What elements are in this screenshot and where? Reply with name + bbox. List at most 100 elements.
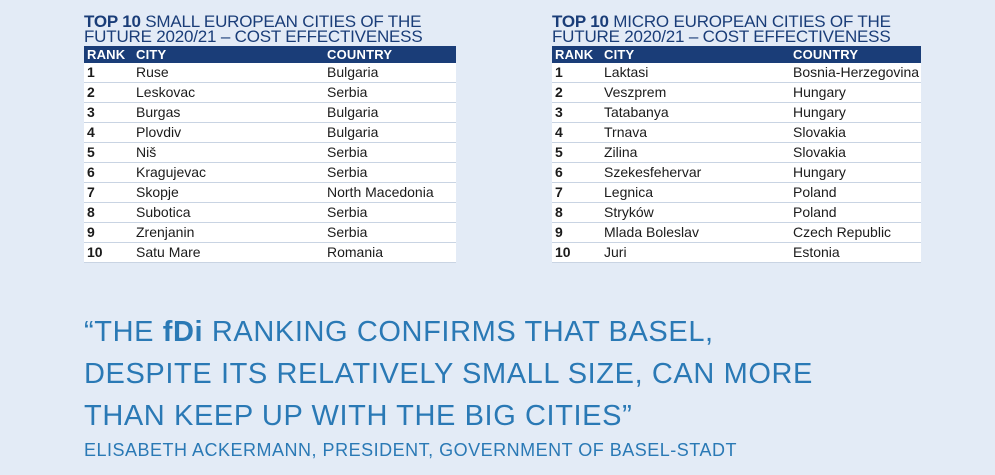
rank-cell: 6	[552, 162, 601, 183]
country-header: COUNTRY	[324, 46, 456, 63]
city-cell: Satu Mare	[133, 242, 324, 263]
rank-cell: 10	[552, 242, 601, 263]
country-cell: Serbia	[324, 142, 456, 163]
city-cell: Mlada Boleslav	[601, 222, 790, 243]
city-cell: Laktasi	[601, 63, 790, 83]
title-tag: TOP 10	[84, 12, 141, 31]
table-header-row: RANK CITY COUNTRY	[84, 46, 456, 63]
table-row: 10 Juri Estonia	[552, 242, 921, 263]
rank-cell: 5	[552, 142, 601, 163]
table-title: TOP 10 SMALL EUROPEAN CITIES OF THE FUTU…	[84, 12, 456, 46]
rank-cell: 3	[84, 102, 133, 123]
rank-cell: 1	[84, 63, 133, 83]
table-row: 8 Stryków Poland	[552, 202, 921, 223]
city-cell: Zrenjanin	[133, 222, 324, 243]
table-row: 9 Zrenjanin Serbia	[84, 222, 456, 243]
rank-cell: 6	[84, 162, 133, 183]
country-cell: Serbia	[324, 162, 456, 183]
country-header: COUNTRY	[790, 46, 921, 63]
city-cell: Niš	[133, 142, 324, 163]
city-header: CITY	[133, 46, 324, 63]
city-cell: Stryków	[601, 202, 790, 223]
rank-cell: 4	[84, 122, 133, 143]
city-cell: Juri	[601, 242, 790, 263]
quote-attribution: ELISABETH ACKERMANN, PRESIDENT, GOVERNME…	[84, 440, 737, 460]
table-title: TOP 10 MICRO EUROPEAN CITIES OF THE FUTU…	[552, 12, 921, 46]
table-row: 5 Niš Serbia	[84, 142, 456, 163]
small-cities-table: RANK CITY COUNTRY 1 Ruse Bulgaria 2 Leskovac…	[84, 46, 456, 263]
micro-cities-table-block: TOP 10 MICRO EUROPEAN CITIES OF THE FUTU…	[552, 12, 921, 263]
city-cell: Veszprem	[601, 82, 790, 103]
table-row: 2 Veszprem Hungary	[552, 82, 921, 103]
city-cell: Zilina	[601, 142, 790, 163]
table-row: 6 Kragujevac Serbia	[84, 162, 456, 183]
table-row: 4 Trnava Slovakia	[552, 122, 921, 143]
pull-quote: “THE fDi RANKING CONFIRMS THAT BASEL, DE…	[84, 311, 844, 437]
city-cell: Skopje	[133, 182, 324, 203]
city-cell: Legnica	[601, 182, 790, 203]
rank-cell: 9	[84, 222, 133, 243]
rank-cell: 2	[552, 82, 601, 103]
table-row: 7 Legnica Poland	[552, 182, 921, 203]
small-cities-table-block: TOP 10 SMALL EUROPEAN CITIES OF THE FUTU…	[84, 12, 456, 263]
country-cell: Estonia	[790, 242, 921, 263]
country-cell: Czech Republic	[790, 222, 921, 243]
country-cell: North Macedonia	[324, 182, 456, 203]
city-cell: Ruse	[133, 63, 324, 83]
country-cell: Poland	[790, 182, 921, 203]
rank-cell: 1	[552, 63, 601, 83]
table-row: 4 Plovdiv Bulgaria	[84, 122, 456, 143]
rank-cell: 7	[84, 182, 133, 203]
country-cell: Poland	[790, 202, 921, 223]
rank-header: RANK	[84, 46, 133, 63]
city-cell: Burgas	[133, 102, 324, 123]
rank-cell: 8	[552, 202, 601, 223]
country-cell: Slovakia	[790, 122, 921, 143]
country-cell: Hungary	[790, 162, 921, 183]
table-row: 10 Satu Mare Romania	[84, 242, 456, 263]
country-cell: Serbia	[324, 82, 456, 103]
table-row: 5 Zilina Slovakia	[552, 142, 921, 163]
city-cell: Trnava	[601, 122, 790, 143]
quote-text: RANKING CONFIRMS THAT BASEL, DESPITE ITS…	[84, 316, 813, 432]
rank-cell: 2	[84, 82, 133, 103]
title-line2: FUTURE 2020/21 – COST EFFECTIVENESS	[552, 27, 891, 46]
quote-open: “THE	[84, 316, 155, 348]
table-row: 1 Laktasi Bosnia-Herzegovina	[552, 63, 921, 83]
country-cell: Bulgaria	[324, 122, 456, 143]
country-cell: Romania	[324, 242, 456, 263]
city-cell: Plovdiv	[133, 122, 324, 143]
table-row: 3 Burgas Bulgaria	[84, 102, 456, 123]
table-header-row: RANK CITY COUNTRY	[552, 46, 921, 63]
city-cell: Leskovac	[133, 82, 324, 103]
country-cell: Slovakia	[790, 142, 921, 163]
table-row: 2 Leskovac Serbia	[84, 82, 456, 103]
city-cell: Subotica	[133, 202, 324, 223]
rank-header: RANK	[552, 46, 601, 63]
table-row: 9 Mlada Boleslav Czech Republic	[552, 222, 921, 243]
country-cell: Serbia	[324, 222, 456, 243]
rank-cell: 7	[552, 182, 601, 203]
fdi-brand: fDi	[162, 316, 204, 348]
table-row: 1 Ruse Bulgaria	[84, 63, 456, 83]
table-row: 8 Subotica Serbia	[84, 202, 456, 223]
country-cell: Hungary	[790, 102, 921, 123]
country-cell: Serbia	[324, 202, 456, 223]
city-header: CITY	[601, 46, 790, 63]
rank-cell: 9	[552, 222, 601, 243]
city-cell: Kragujevac	[133, 162, 324, 183]
title-line2: FUTURE 2020/21 – COST EFFECTIVENESS	[84, 27, 423, 46]
title-text: MICRO EUROPEAN CITIES OF THE	[613, 12, 891, 31]
table-row: 3 Tatabanya Hungary	[552, 102, 921, 123]
table-row: 6 Szekesfehervar Hungary	[552, 162, 921, 183]
country-cell: Hungary	[790, 82, 921, 103]
micro-cities-table: RANK CITY COUNTRY 1 Laktasi Bosnia-Herzego…	[552, 46, 921, 263]
rank-cell: 5	[84, 142, 133, 163]
rank-cell: 8	[84, 202, 133, 223]
title-text: SMALL EUROPEAN CITIES OF THE	[145, 12, 422, 31]
title-tag: TOP 10	[552, 12, 609, 31]
rank-cell: 10	[84, 242, 133, 263]
rank-cell: 4	[552, 122, 601, 143]
country-cell: Bulgaria	[324, 63, 456, 83]
table-row: 7 Skopje North Macedonia	[84, 182, 456, 203]
